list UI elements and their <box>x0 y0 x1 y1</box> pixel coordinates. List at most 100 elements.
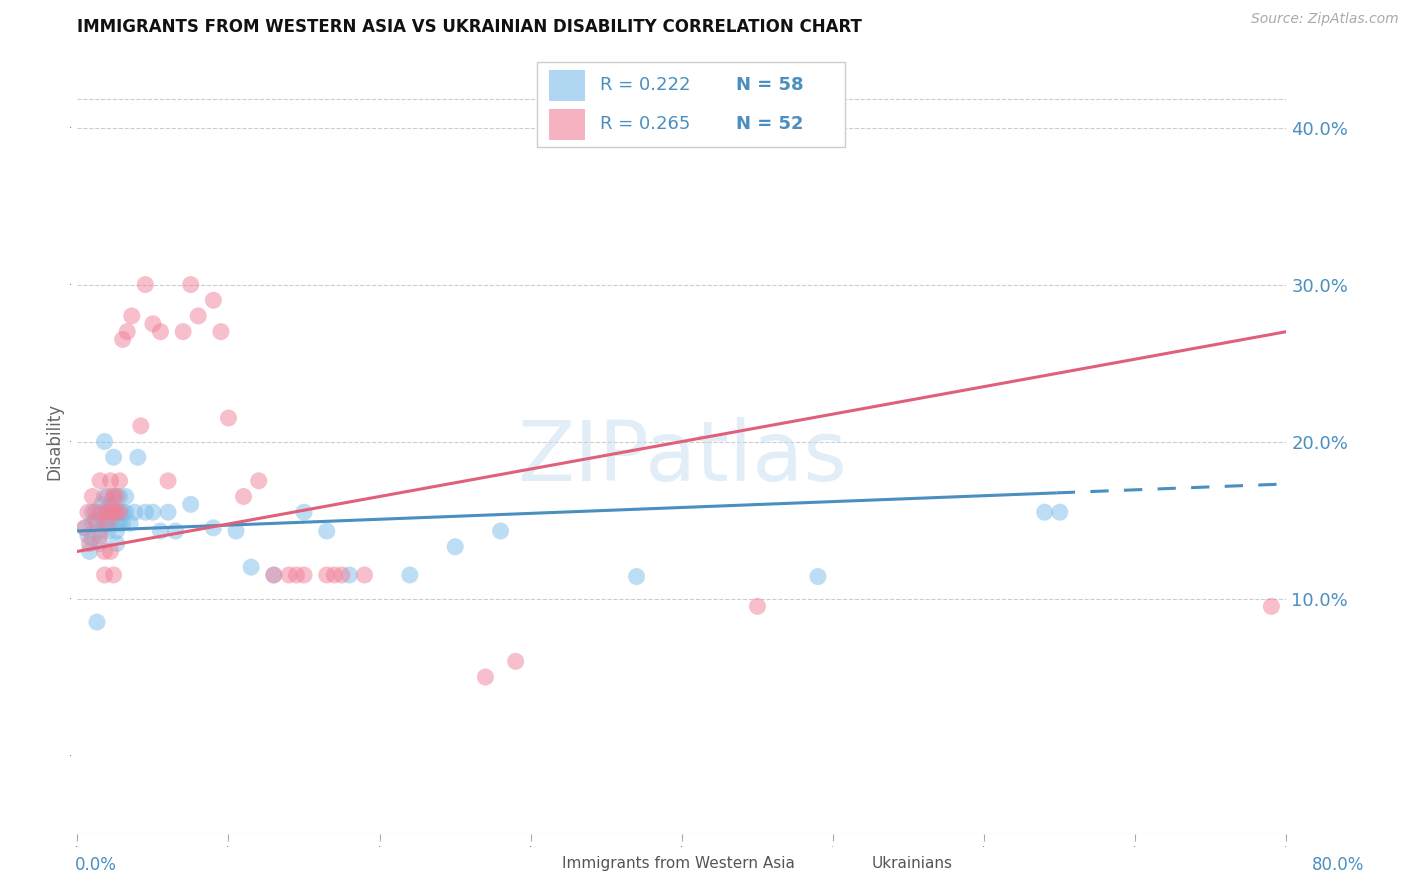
Point <box>82 532 104 546</box>
Point <box>89 524 111 538</box>
Point <box>115 325 138 339</box>
Point <box>505 654 527 668</box>
Point <box>100 474 122 488</box>
Point <box>232 490 254 504</box>
Point <box>263 568 285 582</box>
Point <box>93 434 115 449</box>
Point <box>134 277 156 292</box>
Text: IMMIGRANTS FROM WESTERN ASIA VS UKRAINIAN DISABILITY CORRELATION CHART: IMMIGRANTS FROM WESTERN ASIA VS UKRAINIA… <box>77 19 862 37</box>
Point <box>157 474 180 488</box>
Point <box>73 521 96 535</box>
Point <box>103 505 125 519</box>
Point <box>82 490 104 504</box>
Point <box>84 513 107 527</box>
Point <box>292 505 315 519</box>
Point <box>165 524 187 538</box>
Point <box>209 325 232 339</box>
Point <box>108 490 131 504</box>
Point <box>91 505 114 519</box>
Point <box>172 325 194 339</box>
Point <box>134 505 156 519</box>
Point <box>82 505 104 519</box>
Point <box>218 411 240 425</box>
Point <box>105 505 128 519</box>
Y-axis label: Disability: Disability <box>45 403 63 480</box>
Bar <box>548 70 585 101</box>
Point <box>127 450 149 465</box>
Point <box>96 524 118 538</box>
Point <box>240 560 263 574</box>
Point <box>77 529 100 543</box>
Point <box>323 568 346 582</box>
Point <box>120 516 142 531</box>
Point <box>180 277 202 292</box>
Point <box>187 309 209 323</box>
Text: Ukrainians: Ukrainians <box>872 856 953 871</box>
Point <box>121 309 143 323</box>
Point <box>149 325 172 339</box>
Text: R = 0.222: R = 0.222 <box>600 77 690 95</box>
Point <box>96 505 118 519</box>
Point <box>108 505 131 519</box>
FancyBboxPatch shape <box>537 62 845 147</box>
Point <box>79 536 101 550</box>
Point <box>474 670 496 684</box>
Point <box>225 524 247 538</box>
Point <box>142 317 165 331</box>
Point <box>202 521 225 535</box>
Point <box>157 505 180 519</box>
Point <box>100 516 122 531</box>
Point <box>747 599 769 614</box>
Point <box>114 490 136 504</box>
Point <box>100 544 122 558</box>
Point <box>149 524 172 538</box>
Point <box>89 529 111 543</box>
Point <box>142 505 165 519</box>
Point <box>111 505 134 519</box>
Point <box>103 450 125 465</box>
Point <box>399 568 422 582</box>
Point <box>108 516 131 531</box>
Point <box>89 474 111 488</box>
Point <box>86 516 108 531</box>
Point <box>444 540 467 554</box>
Text: N = 52: N = 52 <box>737 115 804 133</box>
Point <box>114 505 136 519</box>
Point <box>79 544 101 558</box>
Point <box>93 516 115 531</box>
Point <box>96 505 118 519</box>
Point <box>626 569 648 583</box>
Point <box>100 505 122 519</box>
Point <box>1049 505 1071 519</box>
Bar <box>548 109 585 140</box>
Point <box>89 536 111 550</box>
Point <box>93 544 115 558</box>
Point <box>96 516 118 531</box>
Point <box>807 569 830 583</box>
Point <box>108 505 131 519</box>
Point <box>93 490 115 504</box>
Point <box>90 497 112 511</box>
Point <box>89 505 111 519</box>
Point <box>84 505 107 519</box>
Point <box>353 568 375 582</box>
Point <box>86 615 108 629</box>
Point <box>96 490 118 504</box>
Text: R = 0.265: R = 0.265 <box>600 115 690 133</box>
Text: Source: ZipAtlas.com: Source: ZipAtlas.com <box>1251 12 1399 26</box>
Point <box>337 568 360 582</box>
Point <box>489 524 512 538</box>
Point <box>105 505 128 519</box>
Point <box>315 568 337 582</box>
Point <box>105 536 128 550</box>
Point <box>180 497 202 511</box>
Point <box>202 293 225 308</box>
Point <box>105 490 128 504</box>
Point <box>103 505 125 519</box>
Text: 80.0%: 80.0% <box>1312 856 1365 874</box>
Point <box>330 568 353 582</box>
Point <box>278 568 301 582</box>
Point <box>1260 599 1282 614</box>
Text: 0.0%: 0.0% <box>75 856 117 874</box>
Point <box>292 568 315 582</box>
